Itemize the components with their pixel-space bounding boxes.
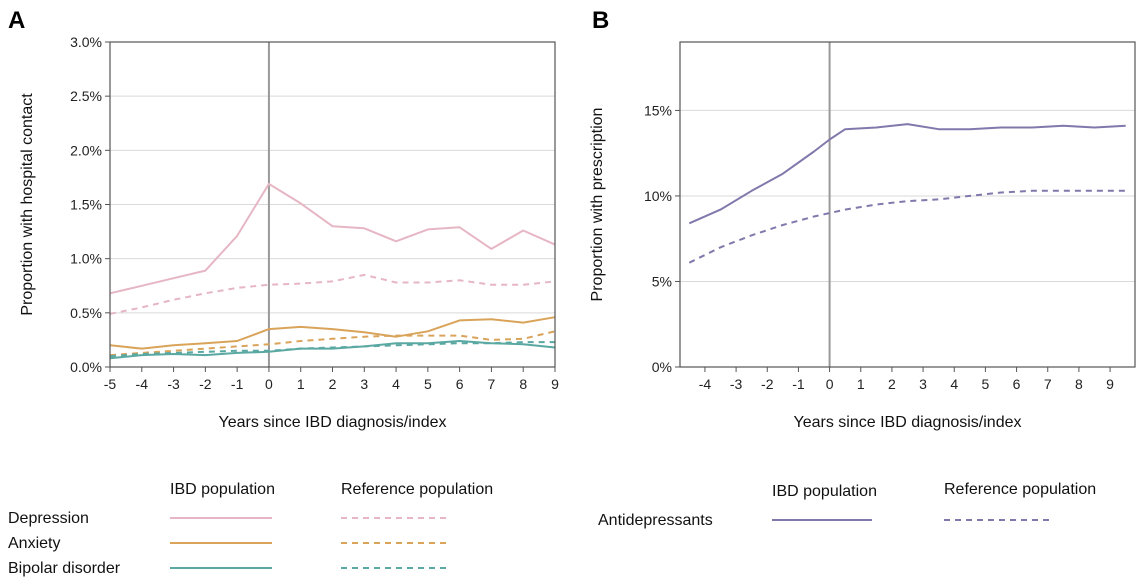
a-series-anxiety-ibd (109, 316, 556, 350)
b-x-tick-label: -1 (792, 376, 805, 392)
panel-b-legend: IBD population Reference population Anti… (598, 481, 1096, 529)
a-x-tick-label: -3 (167, 376, 180, 392)
b-series-antidepressants-reference (688, 189, 1126, 264)
panel-a-gridlines (110, 41, 555, 314)
panel-a-y-axis-title: Proportion with hospital contact (19, 93, 36, 316)
b-y-tick-label: 10% (644, 188, 672, 204)
a-x-tick-label: -5 (104, 376, 117, 392)
legend-a-rows-label-bipolar-disorder: Bipolar disorder (8, 560, 121, 577)
a-x-tick-label: 2 (329, 376, 337, 392)
legend-a-rows-label-anxiety: Anxiety (8, 535, 60, 552)
a-series-bipolar-disorder-ibd (109, 340, 556, 360)
b-x-tick-label: 3 (919, 376, 927, 392)
a-y-tick-label: 3.0% (70, 34, 102, 50)
a-x-tick-label: 9 (551, 376, 559, 392)
b-series-antidepressants-ibd (688, 123, 1126, 225)
legend-a-ibd-header: IBD population (170, 481, 275, 498)
a-x-tick-label: 8 (519, 376, 527, 392)
panel-a-chart: 0.0% 0.5% 1.0% 1.5% 2.0% 2.5% 3.0% -5 -4 -3 -2 -1 0… (19, 34, 559, 431)
panel-a-series (109, 182, 556, 360)
panel-b-letter: B (592, 7, 609, 34)
panel-a-letter: A (8, 7, 25, 34)
a-y-tick-label: 1.0% (70, 251, 102, 267)
a-x-tick-label: 4 (392, 376, 400, 392)
b-x-tick-label: 7 (1044, 376, 1052, 392)
legend-b-rows: Antidepressants (598, 512, 1050, 529)
legend-b-rows-label-antidepressants: Antidepressants (598, 512, 713, 529)
b-x-tick-label: -3 (730, 376, 743, 392)
b-x-tick-label: 8 (1075, 376, 1083, 392)
panel-a-x-axis-title: Years since IBD diagnosis/index (219, 414, 447, 431)
a-x-tick-label: -4 (136, 376, 149, 392)
a-y-tick-label: 1.5% (70, 197, 102, 213)
panel-b-gridlines (680, 109, 1135, 282)
a-y-tick-label: 2.0% (70, 142, 102, 158)
b-x-tick-label: 1 (857, 376, 865, 392)
b-x-tick-label: 9 (1106, 376, 1114, 392)
panel-b-chart: 0% 5% 10% 15% -4 -3 -2 -1 0 1 2 3 4 5 6 7 8 9 Proportion… (589, 41, 1136, 431)
a-y-tick-label: 2.5% (70, 88, 102, 104)
panel-a-y-ticks: 0.0% 0.5% 1.0% 1.5% 2.0% 2.5% 3.0% (70, 34, 110, 375)
legend-a-rows-label-depression: Depression (8, 510, 89, 527)
a-x-tick-label: 3 (360, 376, 368, 392)
a-x-tick-label: -1 (231, 376, 244, 392)
b-y-tick-label: 5% (652, 273, 672, 289)
panel-b-x-axis-title: Years since IBD diagnosis/index (794, 414, 1022, 431)
panel-a-legend: IBD population Reference population Depr… (8, 481, 493, 577)
b-x-tick-label: -2 (761, 376, 774, 392)
legend-a-reference-header: Reference population (341, 481, 493, 498)
a-series-anxiety-reference (109, 330, 556, 357)
a-x-tick-label: -2 (199, 376, 212, 392)
panel-b-x-ticks: -4 -3 -2 -1 0 1 2 3 4 5 6 7 8 9 (699, 367, 1114, 392)
b-x-tick-label: 0 (826, 376, 834, 392)
b-x-tick-label: 2 (888, 376, 896, 392)
panel-a-x-ticks: -5 -4 -3 -2 -1 0 1 2 3 4 5 6 7 8 9 (104, 367, 559, 392)
a-x-tick-label: 6 (456, 376, 464, 392)
panel-b-series (688, 123, 1126, 264)
a-x-tick-label: 5 (424, 376, 432, 392)
b-x-tick-label: 5 (982, 376, 990, 392)
b-y-tick-label: 15% (644, 102, 672, 118)
b-x-tick-label: -4 (699, 376, 712, 392)
a-series-bipolar-disorder-reference (109, 341, 555, 358)
b-x-tick-label: 6 (1013, 376, 1021, 392)
panel-b-y-ticks: 0% 5% 10% 15% (644, 102, 680, 375)
panel-b-y-axis-title: Proportion with prescription (589, 108, 606, 302)
b-x-tick-label: 4 (950, 376, 958, 392)
a-series-depression-ibd (109, 182, 556, 295)
a-x-tick-label: 0 (265, 376, 273, 392)
a-y-tick-label: 0.0% (70, 359, 102, 375)
legend-a-rows: Depression Anxiety Bipolar disorder (8, 510, 447, 577)
a-x-tick-label: 7 (488, 376, 496, 392)
a-x-tick-label: 1 (297, 376, 305, 392)
panel-b-frame (679, 41, 1136, 368)
b-y-tick-label: 0% (652, 359, 672, 375)
a-series-depression-reference (109, 273, 556, 315)
legend-b-reference-header: Reference population (944, 481, 1096, 498)
legend-b-ibd-header: IBD population (772, 483, 877, 500)
a-y-tick-label: 0.5% (70, 305, 102, 321)
